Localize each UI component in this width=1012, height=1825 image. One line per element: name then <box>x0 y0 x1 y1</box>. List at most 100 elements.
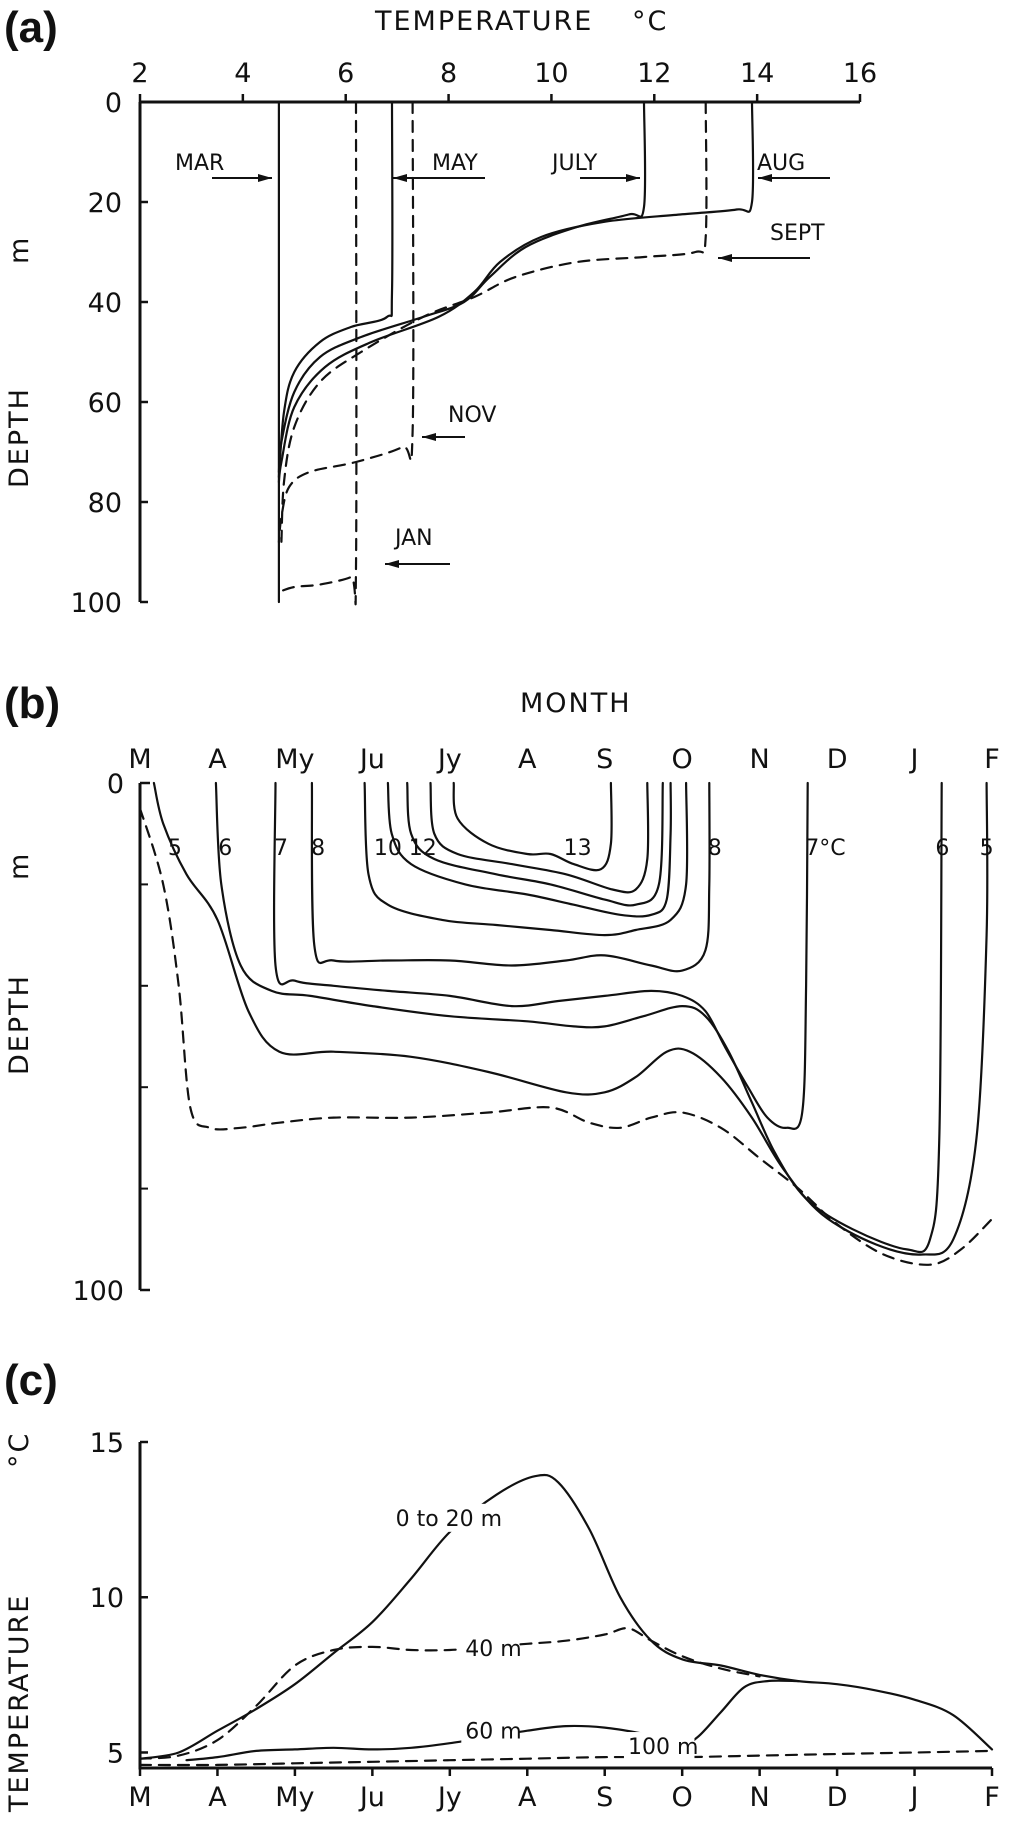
panel-a-curve-nov-5 <box>277 100 415 544</box>
panel-a-y-tick-60: 60 <box>88 388 122 419</box>
panel-c-tick-marks <box>138 1440 994 1776</box>
panel-b-month-1-a: A <box>208 744 227 775</box>
panel-c-month-11-f: F <box>984 1782 1000 1813</box>
panel-b-curve-mixed-layer-9 <box>138 807 994 1266</box>
panel-b-curve-8-3 <box>310 781 711 973</box>
panel-a-x-axis-unit: °C <box>632 6 668 37</box>
panel-c-series-curves <box>138 1473 994 1767</box>
panel-a-label-aug: AUG <box>757 151 805 176</box>
panel-b-isotherm-label-2: 7 <box>274 836 288 861</box>
panel-a-y-tick-20: 20 <box>88 188 122 219</box>
panel-c-series-label-3: 100 m <box>628 1735 698 1760</box>
panel-b-curve-13-8 <box>452 781 613 872</box>
panel-a-y-tick-100: 100 <box>70 588 122 619</box>
panel-b-month-0-m: M <box>128 744 151 775</box>
panel-c-month-2-my: My <box>275 1782 314 1813</box>
panel-a-label-sept: SEPT <box>770 221 825 246</box>
panel-c-y-tick-10: 10 <box>90 1583 124 1614</box>
panel-c-series-label-2: 60 m <box>465 1720 521 1745</box>
panel-a-y-axis-title: DEPTH <box>4 387 35 488</box>
panel-b-curve-isotherm-7 <box>429 781 650 894</box>
panel-c-y-tick-15: 15 <box>90 1428 124 1459</box>
panel-a-y-tick-80: 80 <box>88 488 122 519</box>
panel-b-isotherm-label-6: 13 <box>564 836 592 861</box>
panel-a-y-tick-0: 0 <box>105 88 122 119</box>
panel-a-profile-curves <box>277 100 755 606</box>
panel-b-y-tick-0: 0 <box>107 769 124 800</box>
panel-b-month-2-my: My <box>275 744 314 775</box>
panel-b-month-6-s: S <box>596 744 613 775</box>
panel-c-series-label-1: 40 m <box>465 1637 521 1662</box>
panel-c-month-4-jy: Jy <box>436 1782 462 1813</box>
panel-b-isotherm-label-9: 6 <box>935 836 949 861</box>
panel-a-temperature-profiles: (a) TEMPERATURE °C DEPTH m 2 4 6 8 10 12 14 16 … <box>4 3 877 619</box>
panel-c-y-tick-labels: 5 10 15 <box>90 1428 124 1769</box>
panel-b-tag: (b) <box>4 679 60 728</box>
panel-b-month-9-d: D <box>827 744 848 775</box>
panel-a-label-may: MAY <box>432 151 478 176</box>
panel-c-curve-0-to-20-m-0 <box>138 1473 994 1760</box>
panel-a-x-tick-8: 8 <box>440 58 457 89</box>
panel-b-x-axis-title: MONTH <box>520 688 632 719</box>
panel-c-series-label-0: 0 to 20 m <box>396 1507 503 1532</box>
panel-a-arrow-mar <box>212 174 272 182</box>
panel-c-y-axis-title: TEMPERATURE <box>4 1594 35 1813</box>
panel-b-isotherm-label-10: 5 <box>980 836 994 861</box>
panel-c-curve-100-m-3 <box>138 1749 994 1767</box>
panel-a-y-axis-unit: m <box>4 236 35 264</box>
panel-c-month-8-n: N <box>750 1782 770 1813</box>
panel-c-month-7-o: O <box>672 1782 693 1813</box>
panel-a-x-tick-14: 14 <box>740 58 774 89</box>
panel-b-tick-marks <box>140 781 150 1292</box>
panel-c-label-bg-0 <box>391 1503 513 1532</box>
panel-b-y-axis-unit: m <box>4 852 35 880</box>
panel-a-y-tick-labels: 0 20 40 60 80 100 <box>70 88 122 619</box>
panel-b-curve-7-2 <box>272 781 809 1130</box>
panel-a-x-axis-title: TEMPERATURE <box>374 6 593 37</box>
panel-a-y-tick-40: 40 <box>88 288 122 319</box>
panel-b-isotherm-curves <box>138 781 994 1266</box>
panel-c-curve-60-m-2 <box>185 1679 800 1762</box>
panel-b-isotherm-label-5: 12 <box>409 836 437 861</box>
panel-a-month-labels: MAR MAY JULY AUG SEPT NOV JAN <box>175 151 830 568</box>
panel-b-curve-isotherm-6 <box>406 781 664 907</box>
panel-c-month-tick-labels: M A My Ju Jy A S O N D J F <box>128 1782 999 1813</box>
panel-b-month-3-ju: Ju <box>358 744 385 775</box>
panel-b-curve-5-0 <box>152 781 989 1256</box>
panel-c-month-3-ju: Ju <box>358 1782 385 1813</box>
panel-c-y-tick-5: 5 <box>107 1738 124 1769</box>
panel-b-isotherm-label-3: 8 <box>311 836 325 861</box>
panel-a-x-tick-6: 6 <box>337 58 354 89</box>
panel-a-arrow-jan <box>385 560 450 568</box>
panel-c-label-bg-3 <box>623 1732 695 1761</box>
panel-a-axes <box>138 100 860 602</box>
panel-a-tick-marks <box>138 94 862 604</box>
panel-b-isotherm-label-8: 7°C <box>805 836 845 861</box>
panel-b-month-8-n: N <box>750 744 770 775</box>
panel-a-label-jan: JAN <box>393 526 433 551</box>
panel-c-month-6-s: S <box>596 1782 613 1813</box>
panel-b-y-axis-title: DEPTH <box>4 974 35 1075</box>
panel-b-isotherm-contours: (b) MONTH DEPTH m M A My Ju Jy A S O N D J F 0 100 5… <box>4 679 1000 1307</box>
panel-a-arrow-nov <box>422 433 465 441</box>
panel-a-arrow-sept <box>718 254 810 262</box>
panel-b-isotherm-label-1: 6 <box>218 836 232 861</box>
panel-c-temperature-timeseries: (c) TEMPERATURE °C M A My Ju Jy A S O N D J F 5 10 15… <box>4 1356 1000 1813</box>
panel-a-x-tick-2: 2 <box>131 58 148 89</box>
panel-a-tag: (a) <box>4 3 58 52</box>
panel-a-curve-may-1 <box>277 100 394 479</box>
panel-a-label-july: JULY <box>550 151 598 176</box>
panel-a-x-tick-labels: 2 4 6 8 10 12 14 16 <box>131 58 877 89</box>
panel-b-curve-10-4 <box>363 781 689 937</box>
panel-a-x-tick-12: 12 <box>637 58 671 89</box>
panel-c-label-bg-2 <box>461 1716 520 1745</box>
panel-c-label-bg-1 <box>461 1634 520 1663</box>
panel-b-isotherm-label-4: 10 <box>374 836 402 861</box>
panel-b-curve-6-1 <box>214 781 943 1254</box>
panel-a-curve-sept-4 <box>280 100 708 544</box>
panel-a-curve-aug-3 <box>277 100 755 484</box>
panel-b-month-tick-labels: M A My Ju Jy A S O N D J F <box>128 744 999 775</box>
panel-b-isotherm-label-7: 8 <box>708 836 722 861</box>
panel-b-curve-12-5 <box>386 781 672 918</box>
